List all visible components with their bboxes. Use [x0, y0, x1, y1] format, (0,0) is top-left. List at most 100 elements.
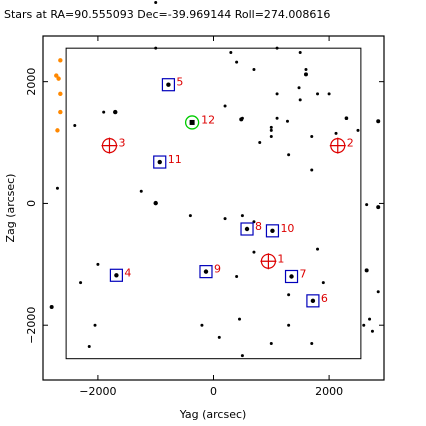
marker-label: 7	[300, 267, 307, 280]
star-point	[252, 67, 256, 71]
acq-box	[109, 268, 124, 282]
star-point	[49, 304, 54, 309]
star-point	[258, 141, 262, 145]
star-point	[376, 290, 380, 294]
star-point	[217, 335, 221, 339]
star-point	[73, 124, 77, 128]
star-point	[252, 250, 256, 254]
plot-frame	[42, 35, 385, 381]
star-point	[269, 134, 273, 138]
bad-star-point	[58, 91, 63, 97]
star-point	[303, 72, 308, 77]
y-axis-label: Zag (arcsec)	[4, 174, 17, 243]
acq-box	[284, 269, 299, 284]
chart-title: Stars at RA=90.555093 Dec=-39.969144 Rol…	[4, 8, 330, 21]
star-point	[269, 125, 273, 129]
acq-star	[114, 273, 119, 278]
star-point	[229, 50, 233, 54]
acq-box	[153, 155, 167, 169]
star-point	[304, 67, 308, 71]
star-point	[297, 86, 301, 90]
y-tick-label: −2000	[25, 307, 38, 344]
star-point	[310, 134, 314, 138]
acq-star	[289, 274, 294, 279]
star-point	[368, 317, 372, 321]
acq-star	[203, 269, 209, 274]
star-point	[113, 109, 118, 115]
star-point	[79, 281, 83, 285]
ccd-boundary	[65, 47, 362, 360]
acq-star	[157, 159, 162, 165]
acq-box	[306, 294, 320, 308]
x-axis-label: Yag (arcsec)	[179, 408, 247, 421]
star-point	[275, 116, 279, 120]
marker-label: 6	[321, 292, 328, 305]
star-point	[365, 203, 369, 207]
star-point	[154, 1, 158, 5]
star-point	[223, 104, 227, 108]
star-point	[287, 323, 291, 327]
star-point	[96, 262, 100, 266]
star-point	[93, 323, 97, 327]
marker-label: 3	[118, 137, 125, 150]
star-point	[269, 341, 273, 345]
marker-label: 1	[277, 252, 284, 265]
star-point	[139, 189, 143, 193]
star-point	[102, 110, 106, 114]
star-point	[362, 323, 366, 327]
star-point	[235, 274, 239, 278]
acq-star	[310, 298, 316, 304]
star-point	[223, 217, 227, 221]
star-point	[298, 50, 302, 54]
bad-star-point	[58, 58, 63, 63]
star-point	[310, 341, 314, 345]
acq-box	[240, 222, 254, 236]
star-point	[344, 116, 349, 120]
axis-ticks: −2000 0 2000 2000 0 −2000	[25, 36, 384, 398]
star-point	[327, 92, 331, 96]
y-tick-label: 0	[25, 200, 38, 207]
star-point	[334, 131, 338, 135]
star-point	[188, 214, 192, 218]
star-point	[316, 92, 320, 96]
star-point	[376, 119, 381, 124]
x-tick-label: 0	[210, 385, 217, 398]
acq-star	[270, 228, 275, 234]
star-point	[364, 268, 369, 273]
star-point	[376, 205, 381, 210]
x-tick-label: 2000	[315, 385, 343, 398]
marker-label: 8	[255, 220, 262, 233]
star-point	[321, 281, 325, 285]
star-point	[240, 214, 244, 218]
bad-star-point	[58, 109, 63, 115]
star-point	[356, 128, 360, 132]
acq-box	[265, 224, 280, 238]
star-point	[153, 200, 158, 206]
star-point	[287, 153, 291, 157]
marker-label: 11	[168, 153, 182, 166]
star-point	[235, 60, 239, 64]
star-point	[240, 354, 244, 358]
acq-box	[161, 78, 176, 92]
ccd-outline	[65, 47, 362, 360]
bad-star-point	[55, 128, 60, 133]
star-point	[298, 98, 302, 102]
bad-star-point	[54, 73, 59, 78]
star-point	[200, 323, 204, 327]
marker-label: 2	[347, 137, 354, 150]
star-point	[238, 317, 242, 321]
star-point	[370, 329, 374, 333]
marker-label: 5	[176, 76, 183, 89]
star-point	[316, 247, 320, 251]
bad-star-point	[56, 76, 61, 81]
guide-star	[189, 119, 195, 125]
x-tick-label: −2000	[79, 385, 116, 398]
field-stars	[49, 1, 381, 358]
guide-circle	[184, 115, 200, 130]
marker-label: 10	[280, 222, 294, 235]
marker-label: 4	[124, 266, 131, 279]
acq-star	[244, 226, 250, 232]
star-point	[310, 168, 314, 172]
